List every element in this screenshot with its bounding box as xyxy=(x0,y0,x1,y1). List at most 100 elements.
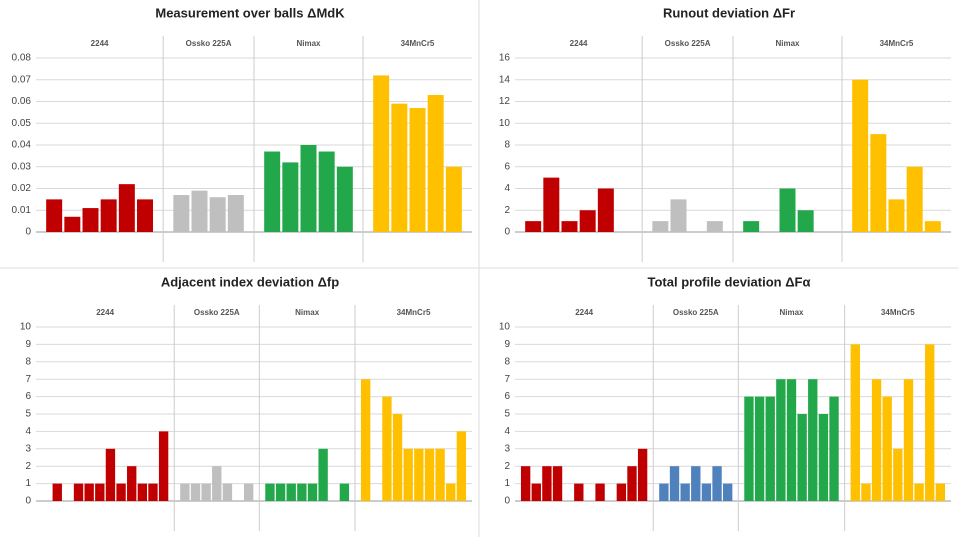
bar xyxy=(743,221,760,232)
bar xyxy=(427,94,444,232)
bar xyxy=(552,466,563,501)
chart-title: Total profile deviation ΔFα xyxy=(648,274,811,289)
bar xyxy=(275,483,286,501)
bar xyxy=(307,483,318,501)
y-tick-label: 16 xyxy=(499,53,511,64)
bar xyxy=(82,208,99,232)
bar xyxy=(414,448,424,501)
bar xyxy=(808,379,818,501)
bar xyxy=(95,483,105,501)
bar xyxy=(871,379,882,501)
bar xyxy=(446,483,456,501)
group-label: 34MnCr5 xyxy=(880,39,914,48)
chart-panel: Adjacent index deviation Δfp 0 1 2 3 4 5 6 7 8 9 10… xyxy=(20,274,472,531)
y-tick-label: 10 xyxy=(499,118,511,129)
bar xyxy=(561,221,578,232)
group-label: Ossko 225A xyxy=(186,39,232,48)
bar xyxy=(779,188,796,232)
bar xyxy=(73,483,84,501)
bar xyxy=(318,151,335,232)
bar xyxy=(597,188,614,232)
bar xyxy=(579,210,596,232)
y-tick-label: 5 xyxy=(504,409,510,420)
bar xyxy=(392,414,403,501)
y-tick-label: 10 xyxy=(20,322,32,333)
y-tick-label: 1 xyxy=(25,478,31,489)
bar xyxy=(818,414,829,501)
group-label: 2244 xyxy=(96,308,114,317)
y-tick-label: 0 xyxy=(504,227,510,238)
y-tick-label: 0 xyxy=(504,496,510,507)
bar xyxy=(850,344,860,501)
bar xyxy=(137,483,148,501)
bar xyxy=(191,190,208,232)
y-tick-label: 0.04 xyxy=(12,140,32,151)
group-label: Ossko 225A xyxy=(194,308,240,317)
bar xyxy=(127,466,137,501)
y-tick-label: 2 xyxy=(504,461,510,472)
y-tick-label: 3 xyxy=(504,443,510,454)
bar xyxy=(525,221,542,232)
bar xyxy=(373,75,390,233)
bar xyxy=(137,199,153,232)
bar xyxy=(924,221,941,232)
bar xyxy=(339,483,350,501)
bar xyxy=(300,145,317,232)
bar xyxy=(222,483,233,501)
y-tick-label: 0.03 xyxy=(12,161,32,172)
bar xyxy=(190,483,201,501)
bar xyxy=(744,396,754,501)
y-tick-label: 8 xyxy=(504,356,510,367)
group-label: Nimax xyxy=(296,39,321,48)
chart-title: Adjacent index deviation Δfp xyxy=(161,274,339,289)
bar xyxy=(520,466,531,501)
bar xyxy=(173,195,190,232)
bar xyxy=(105,448,116,501)
group-label: 2244 xyxy=(570,39,588,48)
y-tick-label: 12 xyxy=(499,96,511,107)
y-tick-label: 0.02 xyxy=(12,183,32,194)
y-tick-label: 0 xyxy=(25,496,31,507)
chart-panel: Runout deviation ΔFr 0 2 4 6 8 10 12 14 16 2244 Oss… xyxy=(499,5,951,262)
group-label: 34MnCr5 xyxy=(397,308,431,317)
bar xyxy=(409,108,426,232)
bar xyxy=(391,103,408,232)
bar xyxy=(403,448,413,501)
y-tick-label: 0.07 xyxy=(12,74,32,85)
bar xyxy=(64,216,81,232)
bar xyxy=(776,379,786,501)
bar xyxy=(888,199,905,232)
y-tick-label: 0 xyxy=(25,227,31,238)
bar xyxy=(659,483,669,501)
bar xyxy=(318,448,328,501)
group-label: Ossko 225A xyxy=(673,308,719,317)
y-tick-label: 4 xyxy=(504,183,510,194)
y-tick-label: 5 xyxy=(25,409,31,420)
bar xyxy=(46,199,63,232)
bar xyxy=(158,431,169,501)
y-tick-label: 0.01 xyxy=(12,205,32,216)
bar xyxy=(595,483,605,501)
y-tick-label: 6 xyxy=(504,161,510,172)
bar xyxy=(382,396,392,501)
y-tick-label: 6 xyxy=(504,391,510,402)
bar xyxy=(893,448,903,501)
bar xyxy=(424,448,435,501)
bar xyxy=(209,197,226,232)
bar xyxy=(180,483,190,501)
bar xyxy=(456,431,467,501)
group-label: 34MnCr5 xyxy=(401,39,435,48)
bar xyxy=(336,166,353,232)
bar xyxy=(914,483,924,501)
bar xyxy=(265,483,275,501)
bar xyxy=(691,466,701,501)
bar xyxy=(669,466,680,501)
bar xyxy=(445,166,462,232)
bar xyxy=(786,379,797,501)
bar xyxy=(797,414,807,501)
bar xyxy=(543,177,560,232)
bar xyxy=(100,199,117,232)
bar xyxy=(201,483,211,501)
bar xyxy=(531,483,541,501)
bar xyxy=(701,483,712,501)
